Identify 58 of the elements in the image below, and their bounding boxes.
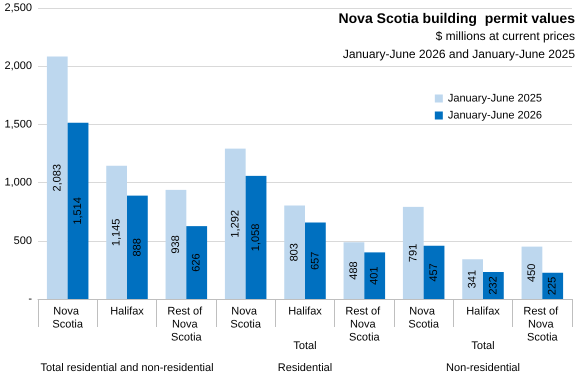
x-tick-label: Halifax	[466, 306, 500, 318]
data-label: 457	[428, 263, 440, 282]
bar	[246, 176, 266, 299]
y-tick-label: 1,000	[4, 176, 32, 189]
data-label: 2,083	[51, 164, 64, 192]
data-label: 232	[487, 276, 500, 295]
text: $ millions at current prices January-June 2026 and January-June 2025	[342, 29, 576, 61]
bar	[166, 190, 186, 299]
bar	[127, 196, 148, 299]
bar	[224, 148, 246, 299]
data-label: 1,514	[72, 197, 84, 225]
data-label: 657	[309, 252, 322, 270]
bar	[424, 246, 444, 299]
bar	[402, 206, 424, 299]
data-label: 450	[526, 264, 538, 282]
y-tick-label: -	[28, 293, 32, 305]
data-label: 888	[131, 238, 144, 256]
y-tick-label: 1,500	[4, 118, 32, 130]
y-tick-label: 500	[14, 234, 32, 247]
bar	[186, 226, 208, 299]
data-label: 1,058	[250, 224, 262, 252]
bar	[462, 259, 483, 299]
y-tick-label: 2,500	[4, 2, 32, 14]
bar	[46, 56, 68, 299]
text: Residential	[278, 362, 332, 374]
text: Total	[293, 340, 317, 352]
y-tick-label: 2,000	[4, 60, 32, 72]
bar	[522, 246, 542, 299]
bar	[364, 252, 386, 299]
bar	[68, 122, 88, 299]
data-label: 488	[348, 261, 360, 280]
x-tick-label: Rest of Nova Scotia	[523, 306, 562, 344]
x-tick-label: Nova Scotia	[230, 306, 262, 330]
text: Total	[471, 340, 495, 352]
data-label: 803	[288, 243, 301, 262]
text: Total residential and non-residential	[40, 362, 214, 374]
x-tick-label: Nova Scotia	[52, 306, 84, 330]
legend-label: January-June 2025	[448, 92, 542, 104]
x-tick-label: Rest of Nova Scotia	[167, 306, 206, 344]
data-label: 341	[466, 270, 479, 288]
text: Non-residential	[446, 362, 520, 374]
data-label: 1,292	[229, 210, 242, 238]
bar	[305, 222, 326, 299]
chart-title: Nova Scotia building permit values	[338, 10, 576, 26]
data-label: 1,145	[110, 218, 123, 246]
bar	[344, 242, 364, 299]
data-label: 791	[407, 244, 420, 262]
x-tick-label: Rest of Nova Scotia	[345, 306, 384, 344]
data-label: 401	[368, 266, 381, 285]
data-label: 938	[170, 235, 182, 254]
data-label: 225	[546, 276, 559, 296]
data-label: 626	[190, 253, 203, 272]
legend-label: January-June 2026	[448, 110, 542, 122]
x-tick-label: Halifax	[110, 306, 144, 318]
x-tick-label: Halifax	[288, 306, 322, 318]
x-tick-label: Nova Scotia	[408, 306, 440, 330]
bar	[284, 206, 305, 299]
bar	[106, 166, 127, 299]
